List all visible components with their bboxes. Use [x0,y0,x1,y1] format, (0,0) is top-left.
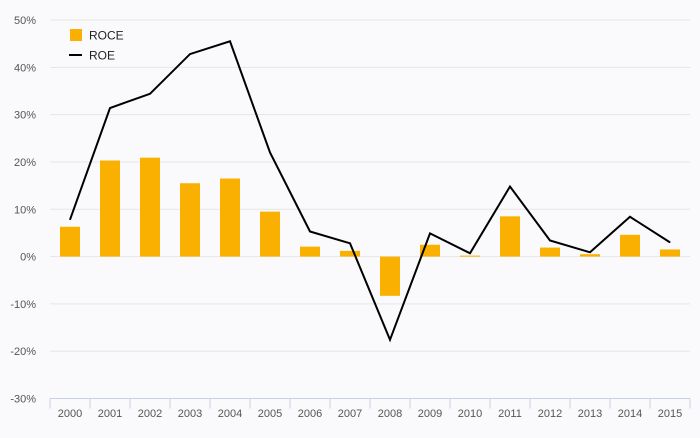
roce-bar [620,234,640,257]
roe-point [549,239,551,241]
roe-point [269,151,271,153]
y-tick-label: 10% [14,204,36,216]
x-tick-label: 2002 [138,408,162,420]
roce-bar [500,216,520,257]
roe-point [509,186,511,188]
y-tick-label: 20% [14,157,36,169]
roce-bar [580,254,600,257]
roe-point [469,252,471,254]
roce-bar [260,211,280,257]
roe-point [669,241,671,243]
y-tick-label: -20% [10,346,36,358]
roce-bar [540,247,560,257]
roe-point [229,40,231,42]
x-tick-label: 2000 [58,408,82,420]
y-tick-label: -30% [10,394,36,406]
roe-point [189,53,191,55]
roe-line-series [69,40,671,343]
x-tick-label: 2011 [498,408,522,420]
x-tick-label: 2001 [98,408,122,420]
x-tick-label: 2006 [298,408,322,420]
legend-roe-label: ROE [89,49,115,63]
legend-roce-swatch [70,29,82,41]
roe-point [149,93,151,95]
legend: ROCE ROE [69,29,124,63]
roce-bars [60,157,680,296]
roe-point [589,251,591,253]
y-tick-label: 30% [14,110,36,122]
x-tick-label: 2007 [338,408,362,420]
roce-bar [100,160,120,257]
y-tick-label: 0% [20,252,36,264]
x-tick-label: 2013 [578,408,602,420]
x-tick-label: 2008 [378,408,402,420]
roce-bar [140,157,160,257]
x-tick-label: 2014 [618,408,642,420]
y-tick-label: 50% [14,15,36,27]
x-tick-label: 2005 [258,408,282,420]
roe-point [629,216,631,218]
x-axis: 2000 2001 2002 2003 2004 2005 2006 2007 2008 2009… [49,398,691,420]
x-tick-label: 2004 [218,408,242,420]
roce-bar [380,256,400,296]
roe-point [69,219,71,221]
roe-point [349,242,351,244]
y-tick-label: 40% [14,62,36,74]
y-axis-tick-labels: -30% -20% -10% 0% 10% 20% 30% 40% 50% [10,15,36,406]
roce-bar [420,244,440,257]
x-tick-label: 2015 [658,408,682,420]
roce-bar [660,249,680,257]
legend-roce-label: ROCE [89,29,124,43]
roe-point [309,230,311,232]
roe-point [109,107,111,109]
roe-point [429,232,431,234]
roce-bar [460,255,480,257]
roce-bar [300,246,320,257]
x-tick-label: 2012 [538,408,562,420]
x-tick-label: 2009 [418,408,442,420]
roce-bar [340,250,360,257]
roe-line [69,40,671,343]
roce-bar [180,183,200,257]
roce-bar [220,178,240,257]
x-tick-label: 2003 [178,408,202,420]
x-tick-label: 2010 [458,408,482,420]
y-tick-label: -10% [10,299,36,311]
roe-point [389,339,391,341]
roce-bar [60,226,80,257]
